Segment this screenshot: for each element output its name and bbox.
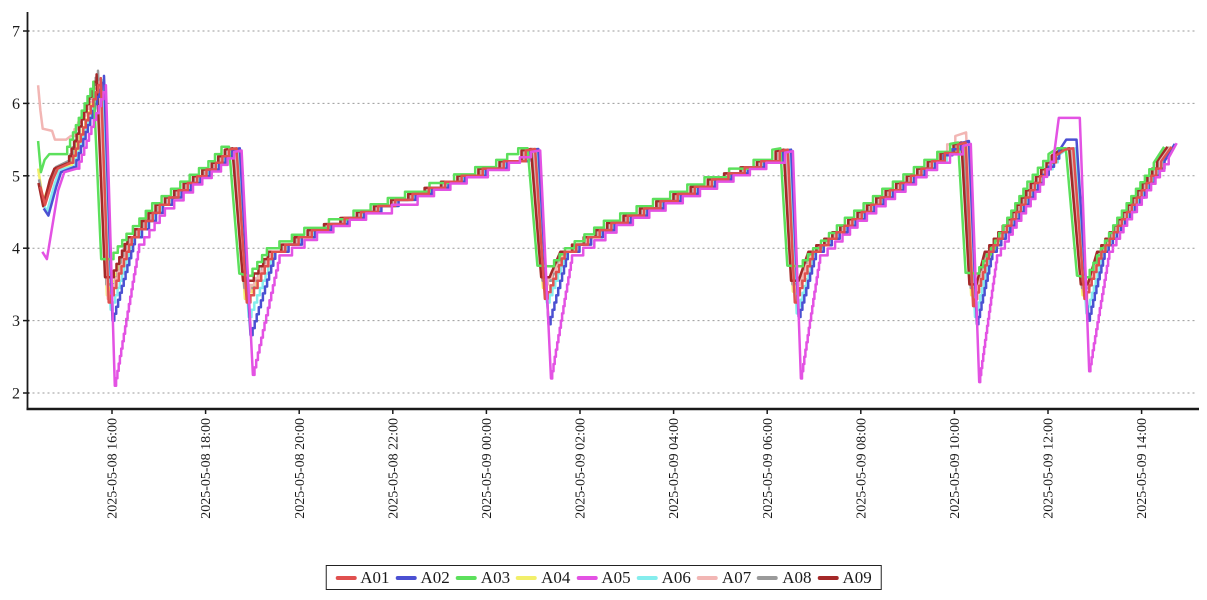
legend-label-A01: A01 xyxy=(360,568,390,587)
series-line-A03 xyxy=(36,80,1166,279)
series-line-A06 xyxy=(41,78,1175,319)
legend-swatch-A02 xyxy=(395,575,417,580)
x-axis-label: 2025-05-09 02:00 xyxy=(574,418,589,519)
x-axis-label: 2025-05-08 20:00 xyxy=(293,418,308,519)
x-axis-label: 2025-05-08 18:00 xyxy=(199,418,214,519)
series-line-A05 xyxy=(41,84,1178,388)
legend-swatch-A06 xyxy=(636,575,658,580)
legend-item-A07: A07 xyxy=(696,568,752,587)
legend-item-A08: A08 xyxy=(757,569,811,586)
legend-swatch-A03 xyxy=(455,575,477,580)
x-axis-label: 2025-05-08 22:00 xyxy=(386,418,401,519)
x-axis-label: 2025-05-08 16:00 xyxy=(106,418,121,519)
legend-item-A01: A01 xyxy=(335,568,390,587)
series-line-A01 xyxy=(39,76,1173,308)
series-line-A02 xyxy=(42,74,1176,337)
legend-item-A06: A06 xyxy=(636,568,691,587)
legend-label-A02: A02 xyxy=(420,568,450,587)
legend-label-A03: A03 xyxy=(480,568,511,587)
series-line-A07 xyxy=(36,80,1172,301)
series-line-A09 xyxy=(37,73,1169,286)
y-axis-label: 7 xyxy=(12,24,20,41)
legend-item-A03: A03 xyxy=(455,568,511,587)
legend-label-A06: A06 xyxy=(661,568,691,587)
y-axis-label: 2 xyxy=(12,386,20,403)
x-axis-label: 2025-05-09 10:00 xyxy=(948,418,963,519)
x-axis-label: 2025-05-09 04:00 xyxy=(667,418,682,519)
series-line-A04 xyxy=(36,80,1171,301)
legend-swatch-A05 xyxy=(576,575,598,580)
legend-swatch-A04 xyxy=(516,575,538,580)
legend-item-A09: A09 xyxy=(817,568,872,587)
legend-item-A02: A02 xyxy=(395,568,450,587)
y-axis-label: 4 xyxy=(12,241,20,258)
x-axis-label: 2025-05-09 12:00 xyxy=(1042,418,1057,519)
legend-item-A04: A04 xyxy=(516,569,570,586)
y-axis-label: 3 xyxy=(12,313,20,330)
y-axis-label: 6 xyxy=(12,96,20,113)
legend-item-A05: A05 xyxy=(576,568,631,587)
legend-label-A07: A07 xyxy=(721,568,752,587)
x-axis-label: 2025-05-09 06:00 xyxy=(761,418,776,519)
x-axis-label: 2025-05-09 08:00 xyxy=(854,418,869,519)
legend-label-A09: A09 xyxy=(842,568,872,587)
x-axis-label: 2025-05-09 14:00 xyxy=(1135,418,1150,519)
legend: A01 A02 A03 A04 A05 A06 A07 A08 A09 xyxy=(325,565,882,590)
legend-swatch-A07 xyxy=(696,575,718,580)
y-axis-label: 5 xyxy=(12,168,20,185)
legend-swatch-A01 xyxy=(335,575,357,580)
legend-label-A05: A05 xyxy=(601,568,631,587)
x-axis-label: 2025-05-09 00:00 xyxy=(480,418,495,519)
legend-swatch-A09 xyxy=(817,575,839,580)
legend-label-A04: A04 xyxy=(541,568,571,587)
legend-label-A08: A08 xyxy=(782,568,812,587)
legend-swatch-A08 xyxy=(757,575,779,580)
